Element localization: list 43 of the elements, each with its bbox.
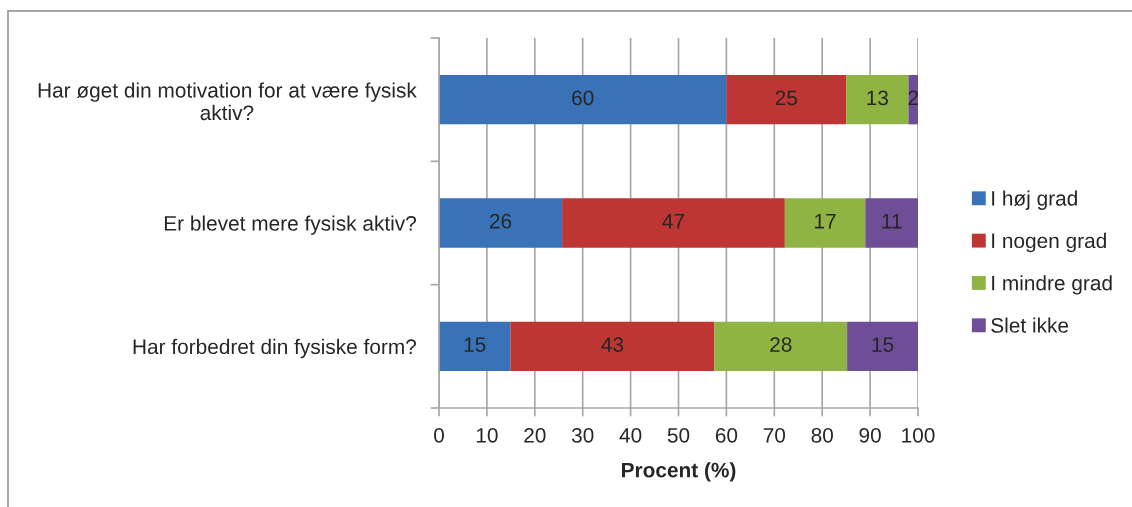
data-label: 2 [908, 90, 918, 106]
y-tick-label: Har forbedret din fysiske form? [133, 338, 417, 359]
data-label: 26 [490, 213, 512, 229]
data-label: 25 [775, 90, 797, 106]
data-label: 43 [601, 337, 624, 352]
x-tick-label: 100 [902, 427, 935, 443]
bar [865, 198, 918, 248]
bar [846, 75, 909, 125]
data-label: 60 [572, 90, 594, 106]
x-tick-label: 10 [476, 427, 498, 443]
legend-label: I nogen grad [992, 232, 1106, 253]
data-label: 13 [867, 90, 888, 106]
y-tick-label: Er blevet mere fysisk aktiv? [164, 215, 417, 235]
data-label: 47 [662, 214, 685, 229]
bar [439, 75, 727, 125]
bar [439, 321, 511, 371]
x-tick-label: 30 [571, 427, 594, 443]
legend-label: I mindre grad [992, 275, 1112, 295]
x-tick-label: 50 [667, 427, 690, 443]
bar [784, 198, 866, 248]
data-label: 11 [882, 214, 902, 229]
bar [510, 321, 715, 371]
y-tick-label: Har øget din motivation for at være fysisk aktiv? [38, 82, 417, 121]
data-label: 15 [464, 337, 486, 352]
bar [908, 75, 918, 125]
x-tick-label: 70 [763, 427, 786, 443]
x-tick-label: 40 [619, 427, 642, 443]
x-tick-label: 0 [434, 427, 444, 443]
bar [726, 75, 847, 125]
legend-label: Slet ikke [991, 317, 1069, 333]
x-tick-label: 20 [524, 427, 546, 443]
x-tick-label: 90 [859, 427, 881, 443]
data-label: 15 [872, 337, 894, 352]
bar [439, 198, 563, 248]
bar [562, 198, 785, 248]
bar [714, 321, 848, 371]
x-tick-label: 60 [715, 427, 738, 443]
bar [847, 321, 918, 371]
x-tick-label: 80 [811, 427, 833, 443]
legend-label: I høj grad [992, 190, 1077, 210]
x-axis-title: Procent (%) [622, 462, 736, 482]
data-label: 17 [815, 214, 836, 229]
data-label: 28 [770, 337, 792, 352]
